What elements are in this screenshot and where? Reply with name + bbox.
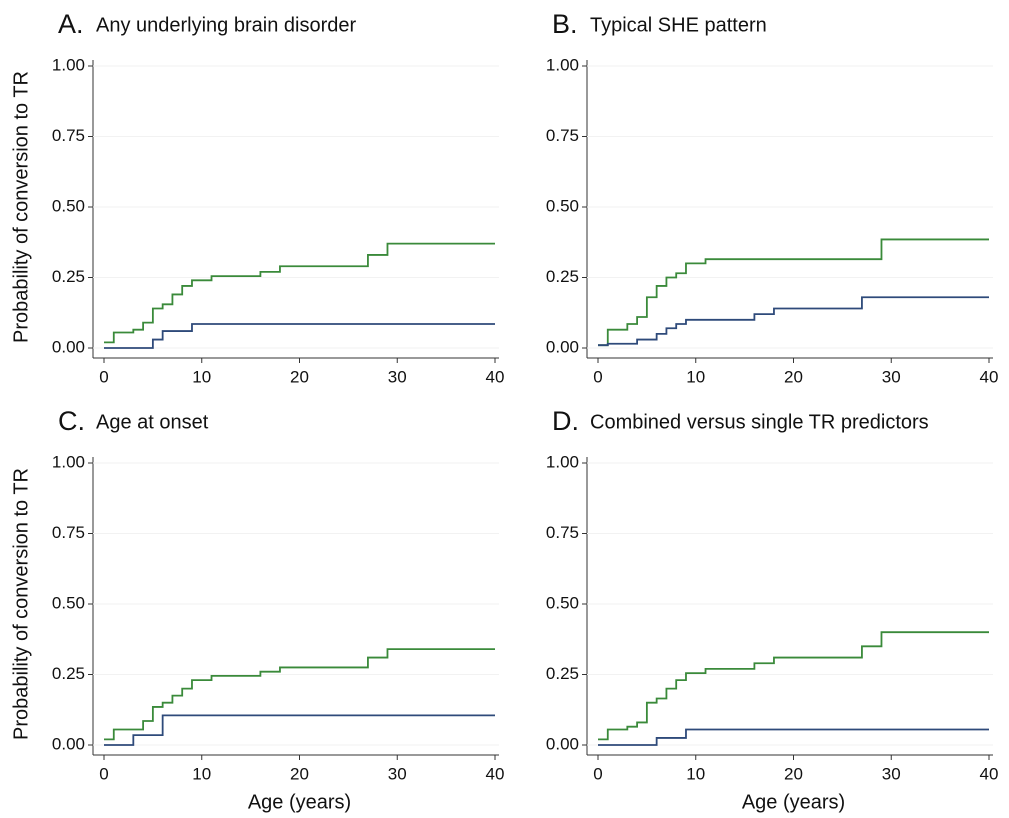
y-axis-label: Probability of conversion to TR	[10, 71, 32, 343]
y-tick-label: 0.75	[52, 126, 85, 145]
panel-letter: A.	[58, 9, 84, 39]
y-axis-label: Probability of conversion to TR	[10, 468, 32, 740]
y-tick-label: 0.00	[546, 734, 579, 753]
survival-curve	[598, 728, 989, 746]
panel-title: Typical SHE pattern	[590, 14, 767, 36]
y-tick-label: 0.50	[546, 196, 579, 215]
x-axis-label: Age (years)	[742, 791, 845, 813]
survival-curve	[598, 631, 989, 741]
y-tick-label: 0.00	[52, 337, 85, 356]
y-tick-label: 0.75	[546, 523, 579, 542]
survival-curve	[104, 714, 495, 746]
panel-title: Age at onset	[96, 411, 209, 433]
y-tick-label: 1.00	[546, 55, 579, 74]
y-tick-label: 0.25	[546, 664, 579, 683]
x-tick-label: 0	[99, 764, 108, 783]
y-tick-label: 1.00	[546, 452, 579, 471]
panel-letter: B.	[552, 9, 578, 39]
x-tick-label: 30	[882, 764, 901, 783]
x-tick-label: 20	[290, 367, 309, 386]
survival-curve	[598, 238, 989, 347]
y-tick-label: 0.50	[52, 593, 85, 612]
y-tick-label: 0.50	[52, 196, 85, 215]
panel-title: Any underlying brain disorder	[96, 14, 356, 36]
panel-title: Combined versus single TR predictors	[590, 411, 929, 433]
x-tick-label: 20	[784, 764, 803, 783]
x-tick-label: 0	[99, 367, 108, 386]
x-tick-label: 10	[686, 764, 705, 783]
x-tick-label: 10	[192, 764, 211, 783]
x-tick-label: 40	[980, 367, 999, 386]
x-tick-label: 10	[192, 367, 211, 386]
survival-curve	[104, 323, 495, 349]
y-tick-label: 0.50	[546, 593, 579, 612]
x-tick-label: 0	[593, 367, 602, 386]
y-tick-label: 0.25	[52, 267, 85, 286]
y-tick-label: 0.25	[52, 664, 85, 683]
y-tick-label: 0.75	[52, 523, 85, 542]
y-tick-label: 0.25	[546, 267, 579, 286]
survival-curve	[104, 242, 495, 344]
survival-curve	[104, 648, 495, 741]
x-tick-label: 20	[784, 367, 803, 386]
x-tick-label: 0	[593, 764, 602, 783]
x-tick-label: 40	[486, 367, 505, 386]
x-tick-label: 40	[980, 764, 999, 783]
x-tick-label: 10	[686, 367, 705, 386]
panel-letter: D.	[552, 406, 579, 436]
y-tick-label: 0.75	[546, 126, 579, 145]
survival-curve	[598, 296, 989, 347]
x-tick-label: 30	[388, 764, 407, 783]
x-tick-label: 40	[486, 764, 505, 783]
y-tick-label: 0.00	[52, 734, 85, 753]
panel-letter: C.	[58, 406, 85, 436]
x-tick-label: 30	[882, 367, 901, 386]
y-tick-label: 1.00	[52, 452, 85, 471]
x-tick-label: 20	[290, 764, 309, 783]
x-axis-label: Age (years)	[248, 791, 351, 813]
x-tick-label: 30	[388, 367, 407, 386]
y-tick-label: 0.00	[546, 337, 579, 356]
y-tick-label: 1.00	[52, 55, 85, 74]
